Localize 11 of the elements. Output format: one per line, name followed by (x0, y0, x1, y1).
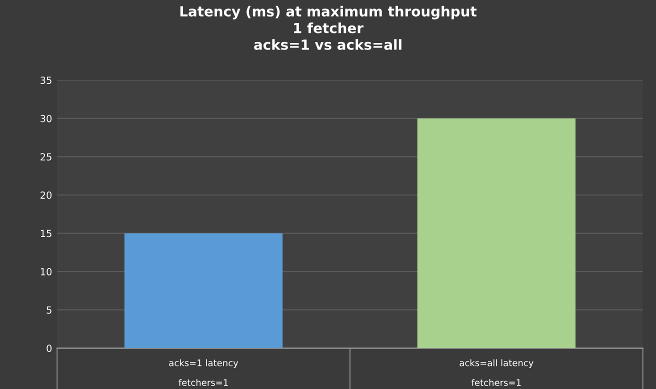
y-tick-label: 20 (40, 191, 52, 199)
chart-title: Latency (ms) at maximum throughput 1 fetcher acks=1 vs acks=all (180, 6, 477, 50)
y-tick-label: 25 (40, 153, 52, 161)
y-tick-label: 15 (40, 230, 52, 238)
y-tick-label: 5 (46, 306, 52, 314)
y-tick-label: 0 (46, 344, 52, 352)
y-tick-label: 30 (40, 114, 52, 122)
y-tick-label: 10 (40, 268, 52, 276)
y-tick-label: 35 (40, 76, 52, 84)
category-label: acks=1 latency fetchers=1 (169, 359, 238, 386)
category-label: acks=all latency fetchers=1 (460, 359, 534, 386)
